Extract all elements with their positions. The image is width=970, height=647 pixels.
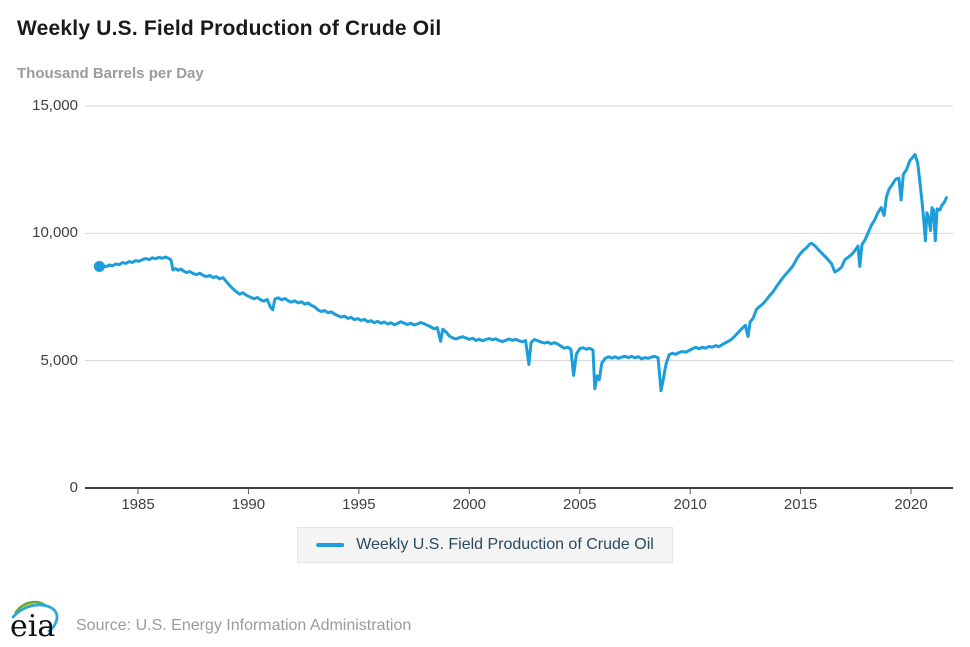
- legend-line-swatch: [316, 543, 345, 547]
- y-axis-label-10000: 10,000: [32, 224, 78, 242]
- x-axis-label-2020: 2020: [894, 496, 928, 513]
- y-axis-unit-label: Thousand Barrels per Day: [17, 65, 204, 82]
- x-axis-label-1990: 1990: [231, 496, 266, 513]
- eia-logo-text: eia: [10, 609, 55, 642]
- legend[interactable]: Weekly U.S. Field Production of Crude Oi…: [297, 527, 673, 563]
- series-start-marker: [93, 260, 105, 272]
- x-axis-label-2010: 2010: [673, 496, 707, 513]
- source-text: Source: U.S. Energy Information Administ…: [76, 617, 412, 634]
- y-axis-label-5000: 5,000: [40, 351, 78, 369]
- eia-logo-blue-swoosh: [11, 603, 59, 633]
- data-series-line[interactable]: [97, 152, 948, 393]
- x-axis-label-1995: 1995: [342, 496, 376, 513]
- x-axis-label-1985: 1985: [121, 496, 155, 513]
- eia-logo: eia: [10, 600, 59, 642]
- x-axis-label-2005: 2005: [563, 496, 597, 513]
- x-axis-label-2000: 2000: [452, 496, 486, 513]
- y-axis-label-0: 0: [69, 479, 78, 496]
- y-axis-label-15000: 15,000: [32, 97, 78, 114]
- x-axis-label-2015: 2015: [783, 496, 818, 513]
- page-title: Weekly U.S. Field Production of Crude Oi…: [17, 17, 442, 40]
- footer: eia Source: U.S. Energy Information Admi…: [8, 596, 411, 642]
- legend-label: Weekly U.S. Field Production of Crude Oi…: [356, 536, 654, 553]
